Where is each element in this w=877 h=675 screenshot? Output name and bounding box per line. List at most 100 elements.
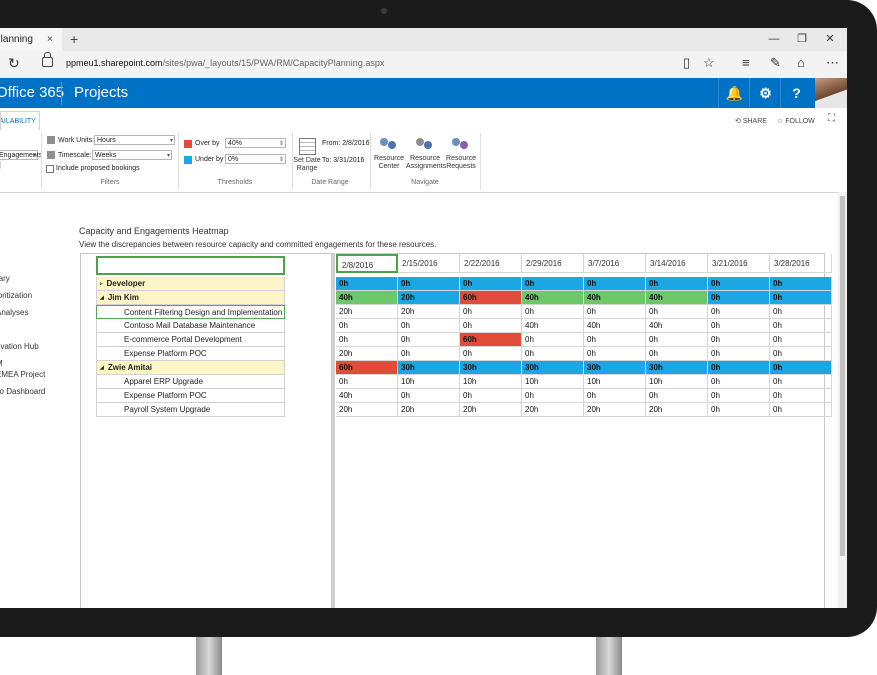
close-window-button[interactable]: ✕: [825, 33, 835, 45]
date-column-header[interactable]: 2/29/2016: [522, 254, 584, 273]
heatmap-cell[interactable]: 20h: [398, 403, 460, 417]
heatmap-cell[interactable]: 30h: [522, 361, 584, 375]
heatmap-cell[interactable]: 0h: [584, 277, 646, 291]
heatmap-cell[interactable]: 30h: [398, 361, 460, 375]
heatmap-cell[interactable]: 0h: [646, 389, 708, 403]
more-icon[interactable]: ⋯: [826, 55, 839, 70]
engagement-row[interactable]: Expense Platform POC: [96, 347, 285, 361]
resource-group-row[interactable]: ◢ Jim Kim: [96, 291, 285, 305]
heatmap-cell[interactable]: 40h: [522, 319, 584, 333]
heatmap-cell[interactable]: 60h: [460, 291, 522, 305]
heatmap-cell[interactable]: 0h: [708, 277, 770, 291]
heatmap-cell[interactable]: 30h: [646, 361, 708, 375]
page-scrollbar[interactable]: [838, 192, 847, 608]
heatmap-cell[interactable]: 0h: [708, 361, 770, 375]
heatmap-cell[interactable]: 40h: [522, 291, 584, 305]
date-column-header[interactable]: 2/15/2016: [398, 254, 460, 273]
heatmap-cell[interactable]: 0h: [398, 333, 460, 347]
favorite-star-icon[interactable]: ☆: [703, 55, 715, 70]
date-column-header[interactable]: 2/8/2016: [336, 254, 398, 273]
heatmap-cell[interactable]: 0h: [398, 347, 460, 361]
heatmap-cell[interactable]: 0h: [770, 361, 832, 375]
heatmap-cell[interactable]: 0h: [398, 319, 460, 333]
heatmap-cell[interactable]: 0h: [398, 389, 460, 403]
url-field[interactable]: ppmeu1.sharepoint.com/sites/pwa/_layouts…: [66, 58, 384, 68]
heatmap-cell[interactable]: 0h: [336, 375, 398, 389]
heatmap-cell[interactable]: 0h: [770, 319, 832, 333]
heatmap-cell[interactable]: 60h: [460, 333, 522, 347]
heatmap-cell[interactable]: 0h: [460, 305, 522, 319]
heatmap-cell[interactable]: 30h: [460, 361, 522, 375]
heatmap-cell[interactable]: 0h: [708, 389, 770, 403]
minimize-button[interactable]: —: [768, 33, 780, 45]
nav-item[interactable]: ioritization: [0, 291, 33, 300]
close-tab-icon[interactable]: ×: [47, 34, 53, 45]
heatmap-cell[interactable]: 20h: [336, 305, 398, 319]
date-column-header[interactable]: 3/28/2016: [770, 254, 832, 273]
heatmap-cell[interactable]: 0h: [770, 347, 832, 361]
nav-item[interactable]: rary: [0, 274, 10, 283]
heatmap-cell[interactable]: 20h: [336, 403, 398, 417]
heatmap-cell[interactable]: 0h: [770, 375, 832, 389]
heatmap-cell[interactable]: 0h: [584, 347, 646, 361]
heatmap-cell[interactable]: 0h: [708, 305, 770, 319]
heatmap-cell[interactable]: 0h: [336, 333, 398, 347]
grid-splitter[interactable]: [331, 253, 335, 608]
heatmap-cell[interactable]: 10h: [398, 375, 460, 389]
heatmap-cell[interactable]: 20h: [522, 403, 584, 417]
expand-toggle-icon[interactable]: ▹: [100, 281, 103, 287]
heatmap-cell[interactable]: 0h: [460, 277, 522, 291]
heatmap-cell[interactable]: 0h: [708, 375, 770, 389]
browser-tab[interactable]: Planning ×: [0, 28, 62, 51]
heatmap-cell[interactable]: 40h: [584, 291, 646, 305]
heatmap-cell[interactable]: 40h: [646, 291, 708, 305]
heatmap-cell[interactable]: 0h: [708, 347, 770, 361]
set-date-range-button[interactable]: Set Date Range: [293, 157, 321, 172]
gear-icon[interactable]: ⚙: [749, 78, 781, 108]
under-by-input[interactable]: 0% ⇕: [225, 154, 286, 164]
calendar-icon[interactable]: [299, 138, 316, 155]
tab-availability[interactable]: AVAILABILITY: [0, 111, 40, 132]
reading-view-icon[interactable]: ▯: [683, 55, 691, 70]
heatmap-cell[interactable]: 20h: [460, 403, 522, 417]
heatmap-cell[interactable]: 0h: [460, 319, 522, 333]
refresh-icon[interactable]: ↻: [8, 55, 20, 71]
date-column-header[interactable]: 3/21/2016: [708, 254, 770, 273]
engagement-row[interactable]: Payroll System Upgrade: [96, 403, 285, 417]
heatmap-cell[interactable]: 10h: [584, 375, 646, 389]
heatmap-cell[interactable]: 0h: [708, 333, 770, 347]
engagement-row[interactable]: Expense Platform POC: [96, 389, 285, 403]
heatmap-cell[interactable]: 0h: [770, 277, 832, 291]
heatmap-cell[interactable]: 10h: [522, 375, 584, 389]
avatar[interactable]: [815, 78, 847, 108]
expand-toggle-icon[interactable]: ◢: [100, 365, 104, 371]
heatmap-cell[interactable]: 0h: [646, 277, 708, 291]
help-icon[interactable]: ?: [780, 78, 812, 108]
heatmap-cell[interactable]: 30h: [584, 361, 646, 375]
heatmap-cell[interactable]: 40h: [646, 319, 708, 333]
over-by-swatch[interactable]: [184, 140, 192, 148]
heatmap-cell[interactable]: 20h: [646, 403, 708, 417]
share-icon[interactable]: ⌂: [797, 55, 805, 70]
heatmap-cell[interactable]: 0h: [522, 347, 584, 361]
engagement-row[interactable]: Contoso Mail Database Maintenance: [96, 319, 285, 333]
resource-group-row[interactable]: ◢ Zwie Amitai: [96, 361, 285, 375]
heatmap-cell[interactable]: 10h: [646, 375, 708, 389]
heatmap-cell[interactable]: 0h: [708, 291, 770, 305]
follow-button[interactable]: ☆ FOLLOW: [777, 118, 815, 125]
heatmap-cell[interactable]: 0h: [398, 277, 460, 291]
nav-item[interactable]: EMEA Project: [0, 370, 46, 379]
web-note-icon[interactable]: ✎: [770, 55, 781, 70]
resource-assignments-icon[interactable]: [414, 136, 436, 154]
share-button[interactable]: ⟲ SHARE: [735, 118, 767, 125]
heatmap-cell[interactable]: 40h: [336, 291, 398, 305]
heatmap-cell[interactable]: 0h: [770, 291, 832, 305]
heatmap-cell[interactable]: 0h: [522, 389, 584, 403]
heatmap-cell[interactable]: 0h: [522, 305, 584, 319]
new-tab-button[interactable]: +: [70, 31, 79, 47]
resource-requests-icon[interactable]: [450, 136, 472, 154]
heatmap-cell[interactable]: 0h: [522, 333, 584, 347]
resource-center-icon[interactable]: [378, 136, 400, 154]
under-by-swatch[interactable]: [184, 156, 192, 164]
focus-content-icon[interactable]: ⛶: [828, 113, 835, 124]
